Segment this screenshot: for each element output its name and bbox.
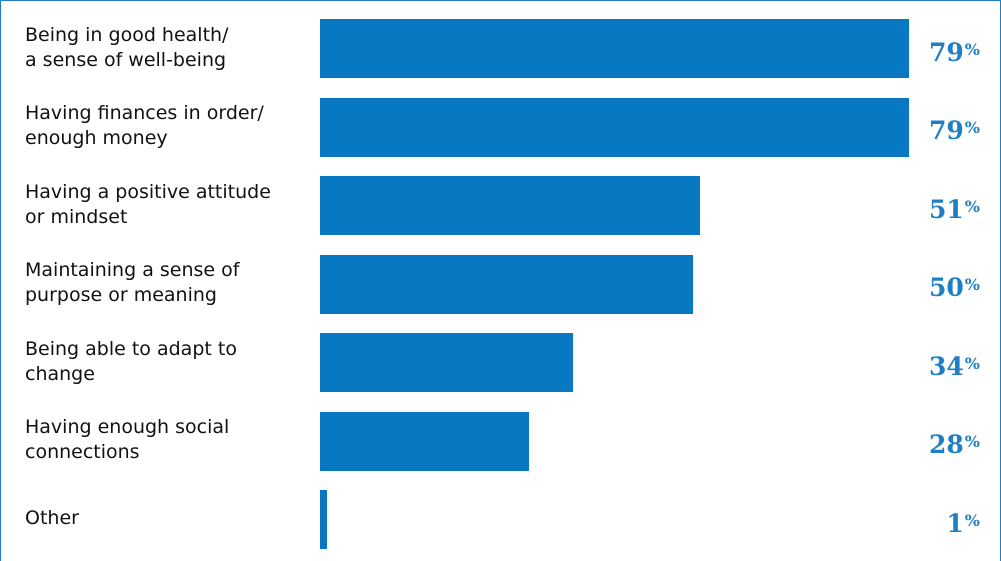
percent-sign: % — [964, 432, 980, 451]
value-label: 79% — [929, 113, 980, 146]
value-label: 1% — [946, 506, 980, 539]
percent-sign: % — [964, 510, 980, 530]
category-label: Other — [25, 507, 79, 529]
value-label: 50% — [929, 270, 980, 303]
value-number: 50 — [929, 273, 964, 302]
value-number: 28 — [929, 430, 964, 459]
value-number: 34 — [929, 351, 964, 381]
category-label: Having enough social connections — [25, 416, 230, 463]
value-number: 79 — [929, 116, 964, 145]
bar — [320, 176, 701, 235]
percent-sign: % — [964, 196, 980, 216]
percent-sign: % — [964, 39, 980, 59]
value-number: 51 — [929, 194, 964, 224]
value-label: 79% — [929, 35, 980, 68]
value-number: 79 — [929, 37, 964, 67]
value-label: 28% — [929, 427, 980, 460]
value-number: 1 — [946, 508, 964, 538]
category-label: Maintaining a sense of purpose or meanin… — [25, 259, 240, 306]
bar — [320, 490, 328, 549]
bar — [320, 411, 529, 471]
category-label: Having finances in order/ enough money — [25, 102, 264, 149]
percent-sign: % — [964, 118, 980, 137]
percent-sign: % — [964, 275, 980, 294]
value-label: 34% — [929, 349, 980, 382]
bar — [320, 254, 693, 314]
bar — [320, 333, 574, 392]
percent-sign: % — [964, 353, 980, 373]
bar — [320, 19, 909, 78]
bar — [320, 97, 909, 157]
category-label: Being able to adapt to change — [25, 337, 237, 385]
category-label: Being in good health/ a sense of well-be… — [25, 23, 229, 71]
category-label: Having a positive attitude or mindset — [25, 180, 271, 228]
value-label: 51% — [929, 192, 980, 225]
